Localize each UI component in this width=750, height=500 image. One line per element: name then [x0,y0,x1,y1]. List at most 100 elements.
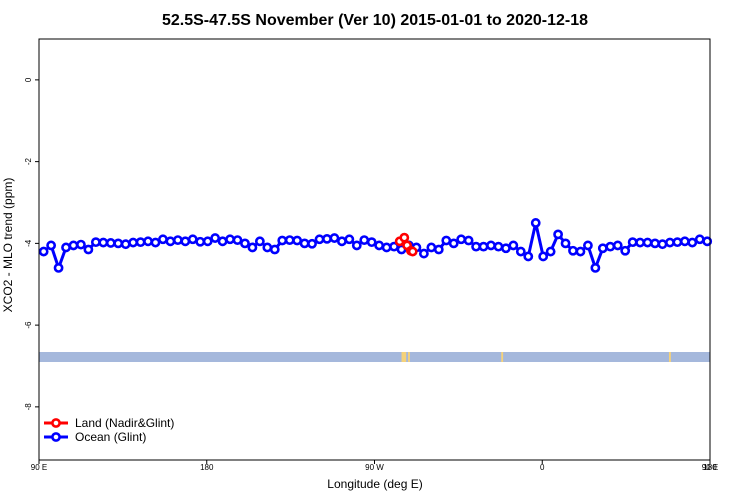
data-point [292,235,303,246]
data-point [374,240,385,251]
data-point [128,237,139,248]
data-point [493,241,504,252]
data-point [329,233,340,243]
data-point [344,234,355,245]
data-point [172,235,183,245]
data-point [501,243,511,254]
land-strip [39,351,710,362]
data-point [195,236,206,247]
data-point [433,244,444,255]
data-point [418,248,429,259]
legend-marker [51,418,61,428]
data-point [620,245,631,256]
data-point [284,235,295,245]
data-point [508,240,519,251]
data-point [240,238,250,249]
data-point [38,246,49,257]
y-tick-label: -6 [24,321,33,329]
data-point [471,241,481,252]
data-point [575,246,586,257]
chart-title: 52.5S-47.5S November (Ver 10) 2015-01-01… [162,12,588,29]
data-point [456,234,467,245]
data-point [46,240,57,251]
data-point [627,237,638,248]
data-point [366,237,377,248]
data-point [530,218,541,228]
y-tick-label: -8 [24,403,33,411]
data-point [135,237,146,248]
data-point [657,239,668,250]
data-point [322,233,332,244]
data-point [53,262,64,273]
data-point [299,238,310,249]
y-tick-label: -2 [24,158,33,166]
data-point [143,236,153,247]
data-point [665,237,675,248]
data-point [217,236,228,247]
data-point [612,240,623,251]
data-point [642,237,653,248]
data-point [120,239,131,250]
data-point [61,242,71,253]
data-point [210,233,221,243]
data-point [486,240,496,251]
data-point [150,237,161,248]
series-land [394,232,418,257]
data-point [83,244,94,255]
ocean-band [39,351,710,362]
data-point [277,235,288,246]
data-point [478,241,489,252]
land-patch [401,351,407,362]
x-tick-label: 90 E [702,463,718,472]
data-point [105,238,116,248]
data-point [351,240,362,251]
data-point [694,234,705,245]
data-point [90,237,101,248]
y-axis-label: XCO2 - MLO trend (ppm) [1,178,15,313]
data-point [426,242,437,253]
data-point [113,238,124,249]
data-point [247,242,258,253]
data-point [605,241,616,252]
data-point [180,236,191,247]
data-point [202,236,213,247]
data-point [98,237,109,248]
legend-entry: Ocean (Glint) [44,430,146,444]
x-tick-label: 90 W [365,463,384,472]
data-point [407,246,418,257]
data-point [359,235,370,245]
data-point [463,235,474,246]
data-point [254,236,265,247]
legend-label: Land (Nadir&Glint) [75,416,174,430]
land-patch [668,351,671,362]
data-point [679,236,690,247]
data-point [545,246,556,257]
data-point [262,242,273,253]
y-tick-label: -4 [24,239,33,247]
legend-marker [51,432,61,442]
series-ocean [38,218,713,273]
data-point [336,236,347,247]
data-point [672,237,683,248]
legend-entry: Land (Nadir&Glint) [44,416,174,430]
data-point [225,234,235,245]
x-tick-label: 90 E [31,463,47,472]
data-point [687,237,698,248]
data-point [187,234,198,245]
land-patch [501,351,504,362]
data-point [232,235,243,245]
data-point [307,238,317,249]
y-axis: 0 -2 -4 -6 -8 [24,77,39,410]
data-point [448,238,459,249]
data-point [583,240,593,251]
data-point [635,237,646,248]
y-tick-label: 0 [24,77,33,82]
x-tick-label: 180 [200,463,214,472]
data-point [399,232,410,243]
data-point [560,238,571,249]
data-point [702,236,713,247]
x-axis-label: Longitude (deg E) [327,477,422,491]
data-point [76,239,86,250]
